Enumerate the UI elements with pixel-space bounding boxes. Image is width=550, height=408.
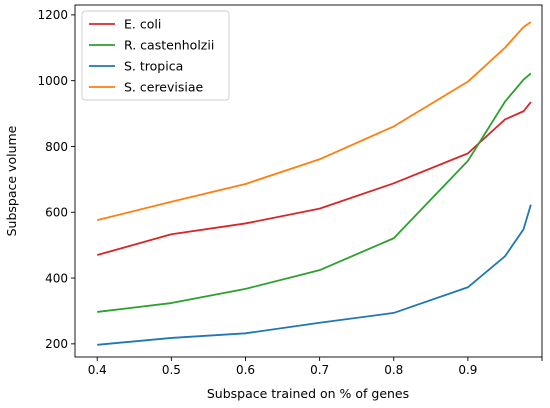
y-tick-label: 400 xyxy=(45,271,68,285)
y-axis-label: Subspace volume xyxy=(4,125,19,236)
x-axis-label: Subspace trained on % of genes xyxy=(207,386,409,401)
x-tick-label: 0.5 xyxy=(162,363,181,377)
legend: E. coli R. castenholzii S. tropica S. cerev… xyxy=(81,10,230,101)
series-line-1 xyxy=(96,101,532,256)
y-tick-label: 600 xyxy=(45,206,68,220)
legend-label: S. tropica xyxy=(124,59,183,74)
legend-label: R. castenholzii xyxy=(124,38,214,53)
x-tick-label: 0.8 xyxy=(384,363,403,377)
series-line-4 xyxy=(97,21,532,222)
series-lines xyxy=(96,21,532,346)
legend-box xyxy=(81,10,230,101)
series-line-2 xyxy=(97,72,532,313)
x-tick-label: 0.6 xyxy=(236,363,255,377)
x-tick-label: 0.7 xyxy=(310,363,329,377)
legend-label: S. cerevisiae xyxy=(124,80,204,95)
y-tick-label: 800 xyxy=(45,140,68,154)
y-tick-label: 200 xyxy=(45,337,68,351)
x-axis-ticks: 0.40.50.60.70.80.91.0 xyxy=(88,357,543,377)
y-tick-label: 1000 xyxy=(37,74,68,88)
x-tick-label: 0.9 xyxy=(458,363,477,377)
series-line-3 xyxy=(97,204,532,346)
legend-label: E. coli xyxy=(124,17,161,32)
y-tick-label: 1200 xyxy=(37,8,68,22)
y-axis-ticks: 200 400 600 800 1000 1200 xyxy=(37,8,75,351)
x-tick-label: 0.4 xyxy=(88,363,107,377)
